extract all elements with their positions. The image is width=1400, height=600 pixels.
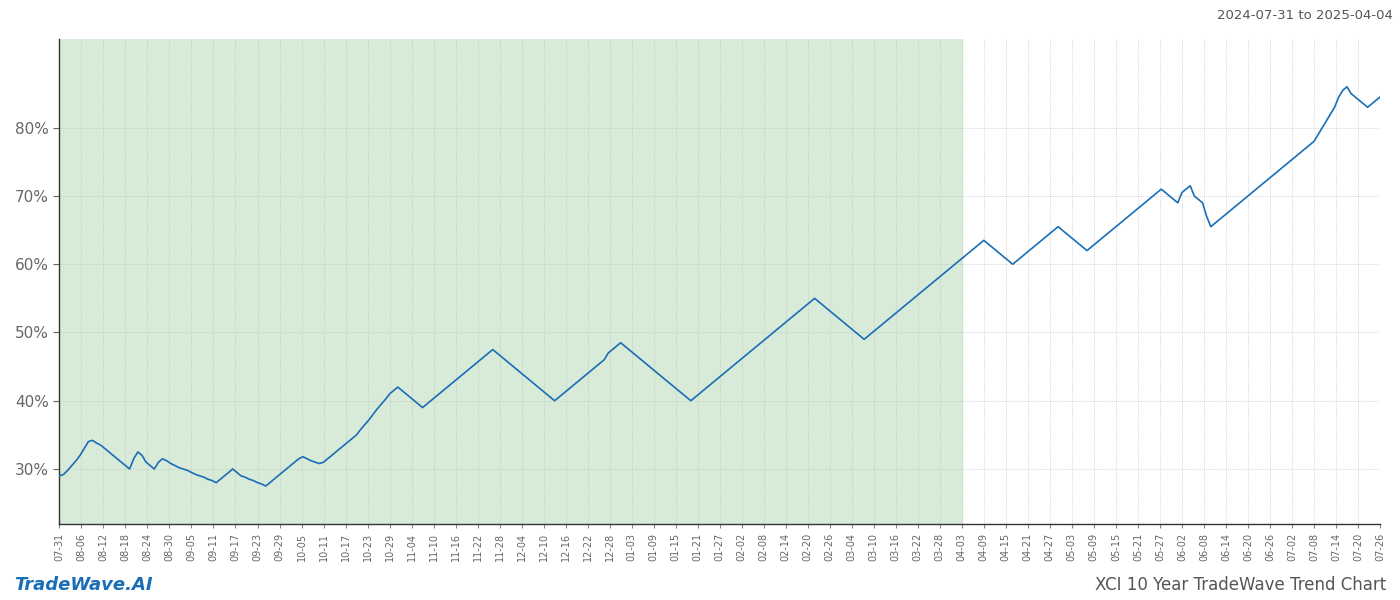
Text: TradeWave.AI: TradeWave.AI: [14, 576, 153, 594]
Bar: [59, 39, 962, 524]
Text: 2024-07-31 to 2025-04-04: 2024-07-31 to 2025-04-04: [1217, 9, 1393, 22]
Text: XCI 10 Year TradeWave Trend Chart: XCI 10 Year TradeWave Trend Chart: [1095, 576, 1386, 594]
